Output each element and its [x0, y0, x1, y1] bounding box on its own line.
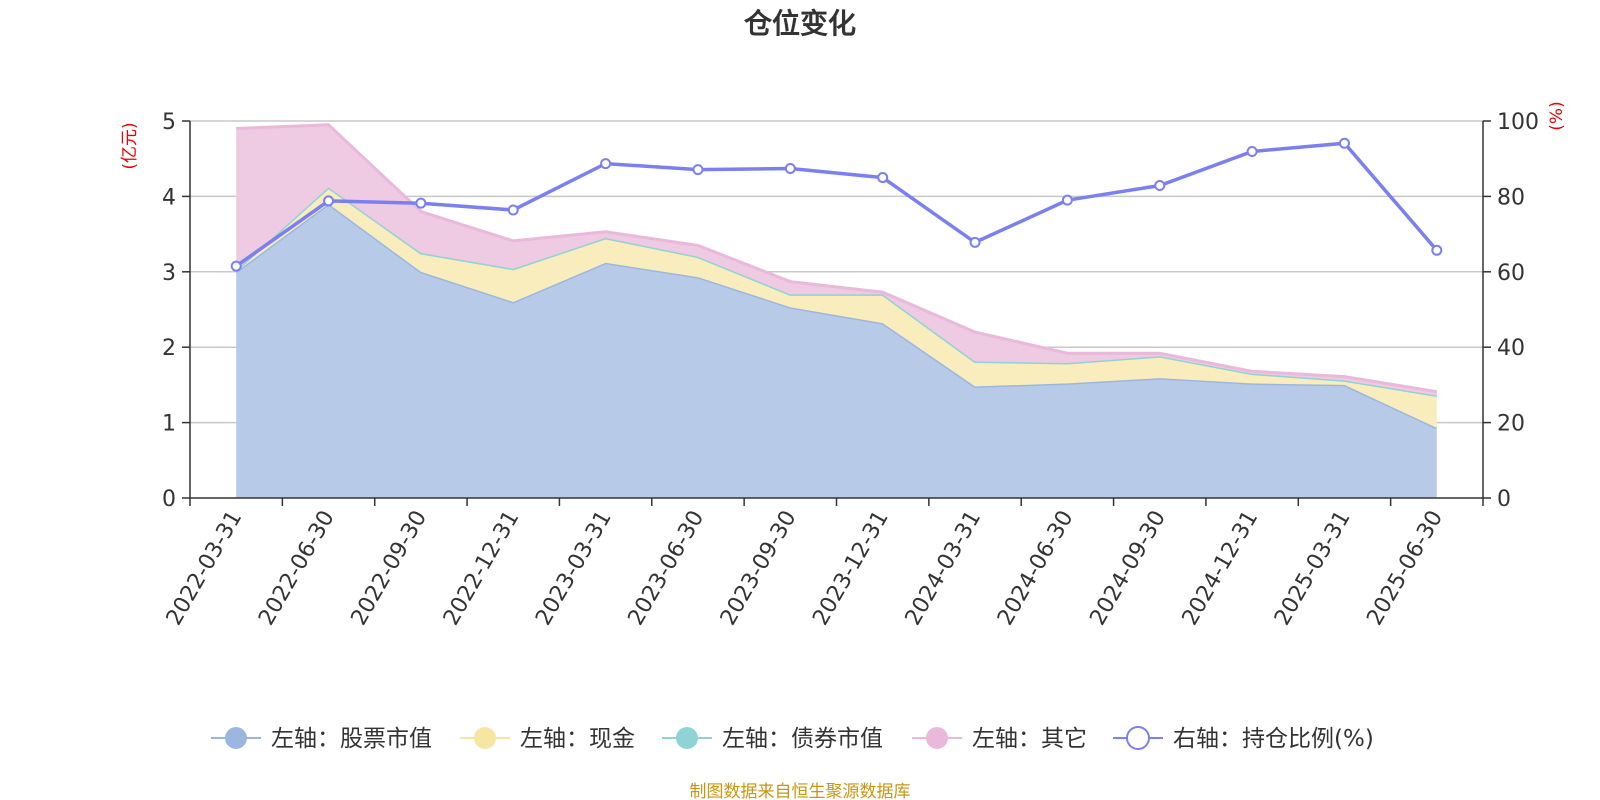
ratio-point	[1061, 194, 1073, 206]
area-左轴：现金	[236, 187, 1437, 428]
left-tick-label: 4	[162, 185, 176, 210]
legend-item[interactable]: 左轴：债券市值	[662, 726, 883, 752]
holding-ratio-line	[230, 137, 1443, 272]
source-note: 制图数据来自恒生聚源数据库	[690, 782, 911, 800]
right-tick-label: 80	[1497, 185, 1525, 210]
ratio-point	[1338, 137, 1350, 149]
legend-marker	[474, 727, 496, 749]
x-tick-label: 2023-03-31	[531, 507, 617, 630]
legend-item[interactable]: 左轴：现金	[460, 726, 635, 752]
ratio-point	[507, 204, 519, 216]
x-tick-label: 2024-12-31	[1178, 507, 1264, 630]
ratio-point	[692, 164, 704, 176]
ratio-point	[1246, 146, 1258, 158]
right-tick-label: 40	[1497, 336, 1525, 361]
left-axis-unit: (亿元)	[120, 122, 140, 169]
x-tick-label: 2025-06-30	[1362, 507, 1448, 630]
legend-marker	[926, 727, 948, 749]
legend-label: 左轴：现金	[520, 726, 635, 752]
ratio-point	[1431, 244, 1443, 256]
legend: 左轴：股票市值 左轴：现金 左轴：债券市值 左轴：其它 右轴：持仓比例(%)	[211, 726, 1374, 752]
stacked-areas	[235, 123, 1438, 498]
legend-label: 左轴：股票市值	[271, 726, 432, 752]
x-tick-label: 2022-09-30	[347, 506, 433, 629]
ratio-point	[323, 195, 335, 207]
x-tick-label: 2022-12-31	[439, 507, 525, 630]
right-tick-label: 20	[1497, 412, 1525, 437]
x-tick-label: 2023-09-30	[716, 507, 802, 630]
area-edge-左轴：其它	[236, 123, 1438, 394]
x-tick-label: 2022-03-31	[162, 507, 248, 630]
right-tick-label: 60	[1497, 261, 1525, 286]
ratio-point	[600, 158, 612, 170]
ratio-point	[1154, 179, 1166, 191]
x-tick-label: 2025-03-31	[1270, 507, 1356, 630]
right-tick-label: 100	[1497, 110, 1539, 135]
ratio-point	[784, 163, 796, 175]
legend-item[interactable]: 左轴：股票市值	[211, 726, 432, 752]
legend-marker	[676, 727, 698, 749]
legend-marker	[1126, 726, 1150, 750]
left-tick-label: 0	[162, 487, 176, 512]
chart-title: 仓位变化	[744, 7, 856, 40]
ratio-point	[877, 172, 889, 184]
x-tick-label: 2023-06-30	[624, 507, 710, 630]
left-tick-label: 1	[162, 412, 176, 437]
legend-marker	[225, 727, 247, 749]
legend-item[interactable]: 右轴：持仓比例(%)	[1113, 726, 1374, 752]
ratio-point	[415, 197, 427, 209]
x-tick-label: 2022-06-30	[254, 507, 340, 630]
right-tick-label: 0	[1497, 487, 1511, 512]
x-tick-label: 2024-06-30	[993, 507, 1079, 630]
legend-label: 左轴：其它	[972, 726, 1087, 752]
legend-item[interactable]: 左轴：其它	[912, 726, 1087, 752]
area-左轴：股票市值	[236, 203, 1437, 498]
right-axis-unit: (%)	[1547, 101, 1567, 130]
x-tick-label: 2024-03-31	[901, 506, 987, 629]
ratio-line	[235, 141, 1439, 268]
left-tick-label: 2	[162, 336, 176, 361]
x-tick-label: 2023-12-31	[808, 507, 894, 630]
left-tick-label: 3	[162, 261, 176, 286]
x-tick-label: 2024-09-30	[1085, 507, 1171, 630]
ratio-point	[969, 236, 981, 248]
left-tick-label: 5	[162, 110, 176, 135]
legend-label: 左轴：债券市值	[722, 726, 883, 752]
legend-label: 右轴：持仓比例(%)	[1173, 726, 1374, 752]
ratio-point	[230, 260, 242, 272]
